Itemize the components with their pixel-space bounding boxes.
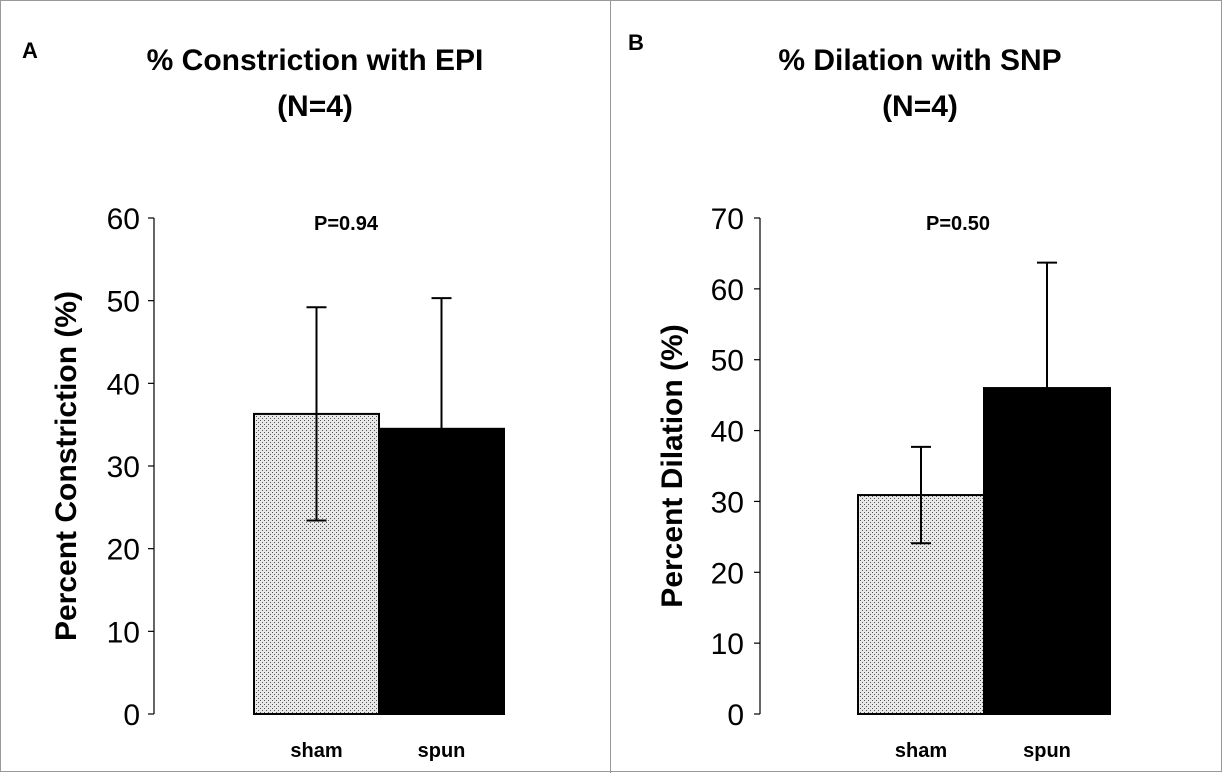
y-tick-label-a: 60 (107, 203, 140, 236)
bars-a (254, 298, 504, 714)
y-axis-a: 0 10 20 30 40 50 60 (107, 203, 154, 732)
y-tick-label-b: 30 (711, 486, 744, 519)
y-axis-b: 0 10 20 30 40 50 60 70 (711, 203, 760, 732)
chart-panel-a: A % Constriction with EPI (N=4) Percent … (22, 38, 504, 762)
bars-b (858, 263, 1110, 714)
y-tick-label-a: 30 (107, 451, 140, 484)
chart-subtitle-a: (N=4) (277, 90, 353, 123)
y-tick-label-b: 50 (711, 345, 744, 378)
x-category-label-spun-b: spun (1023, 740, 1071, 762)
y-tick-label-b: 70 (711, 203, 744, 236)
x-category-label-sham-a: sham (290, 740, 342, 762)
y-tick-label-a: 40 (107, 368, 140, 401)
chart-title-b: % Dilation with SNP (778, 44, 1061, 77)
chart-panel-b: B % Dilation with SNP (N=4) Percent Dila… (628, 30, 1110, 762)
panel-label-b: B (628, 30, 644, 55)
y-tick-label-a: 20 (107, 534, 140, 567)
x-category-label-spun-a: spun (418, 740, 466, 762)
chart-title-a: % Constriction with EPI (147, 44, 484, 77)
y-tick-label-b: 40 (711, 416, 744, 449)
y-tick-label-b: 0 (727, 699, 744, 732)
p-value-annotation-b: P=0.50 (926, 213, 990, 235)
y-axis-label-b: Percent Dilation (%) (656, 324, 689, 607)
y-tick-label-a: 10 (107, 616, 140, 649)
y-tick-label-a: 50 (107, 286, 140, 319)
y-tick-label-b: 60 (711, 274, 744, 307)
y-tick-label-b: 20 (711, 557, 744, 590)
y-tick-label-a: 0 (123, 699, 140, 732)
x-axis-labels-a: sham spun (290, 740, 465, 762)
p-value-annotation-a: P=0.94 (314, 213, 379, 235)
y-tick-label-b: 10 (711, 628, 744, 661)
chart-subtitle-b: (N=4) (882, 90, 958, 123)
y-axis-label-a: Percent Constriction (%) (50, 291, 83, 641)
x-category-label-sham-b: sham (895, 740, 947, 762)
panel-label-a: A (22, 38, 38, 63)
x-axis-labels-b: sham spun (895, 740, 1071, 762)
